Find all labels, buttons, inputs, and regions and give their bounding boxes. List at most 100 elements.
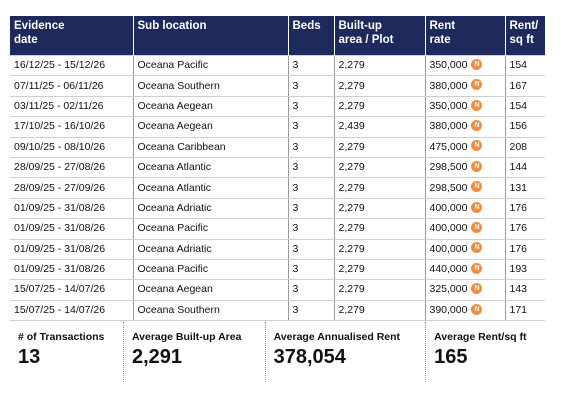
stat-value: 378,054 xyxy=(273,346,346,368)
cell-text: Oceana Caribbean xyxy=(137,140,226,153)
beds-cell: 3 xyxy=(288,54,335,77)
cell-text: 01/09/25 - 31/08/26 xyxy=(14,222,106,235)
rent-sqft-cell: 176 xyxy=(505,218,545,240)
n-badge-icon: N xyxy=(471,262,483,274)
table-header: Evidence date Sub location Beds Built-up area… xyxy=(10,16,545,56)
n-badge-icon: N xyxy=(471,160,483,172)
cell-text: 350,000 xyxy=(429,59,468,72)
cell-text: Oceana Aegean xyxy=(137,120,213,133)
builtup-area-cell: 2,439 xyxy=(334,116,426,138)
cell-text: 3 xyxy=(292,181,299,194)
cell-text: 208 xyxy=(509,140,528,153)
builtup-area-cell: 2,279 xyxy=(334,137,426,158)
rent-sqft-cell: 193 xyxy=(505,259,545,281)
beds-cell: 3 xyxy=(288,300,335,322)
rent-sqft-cell: 154 xyxy=(505,96,545,118)
cell-text: 3 xyxy=(292,140,299,153)
beds-cell: 3 xyxy=(288,218,335,240)
rent-rate-cell: 298,500 N xyxy=(425,177,506,199)
rent-rate-cell: 475,000 N xyxy=(425,137,506,158)
rent-sqft-cell: 176 xyxy=(505,198,545,220)
cell-text: 28/09/25 - 27/08/26 xyxy=(14,161,106,174)
cell-text: 3 xyxy=(292,99,299,112)
column-header-text: rate xyxy=(429,34,451,46)
sub-location-cell: Oceana Southern xyxy=(133,75,289,97)
cell-text: 193 xyxy=(509,263,528,276)
cell-text: 01/09/25 - 31/08/26 xyxy=(14,201,106,214)
table-row: 16/12/25 - 15/12/26 Oceana Pacific 3 2,279 3… xyxy=(10,54,545,77)
cell-text: Oceana Aegean xyxy=(137,283,213,296)
cell-text: Oceana Adriatic xyxy=(137,201,212,214)
column-header: Sub location xyxy=(133,16,289,56)
builtup-area-cell: 2,279 xyxy=(334,300,426,322)
table-row: 01/09/25 - 31/08/26 Oceana Pacific 3 2,279 4… xyxy=(10,259,545,281)
n-badge-icon: N xyxy=(471,79,483,91)
n-badge-icon: N xyxy=(471,283,483,295)
cell-text: 390,000 xyxy=(429,303,468,316)
table-row: 15/07/25 - 14/07/26 Oceana Southern 3 2,279… xyxy=(10,300,545,322)
rent-rate-cell: 380,000 N xyxy=(425,116,506,138)
n-badge-icon: N xyxy=(471,58,483,70)
column-header: Rent/sq ft xyxy=(505,16,545,56)
cell-text: Oceana Aegean xyxy=(137,99,213,112)
sub-location-cell: Oceana Adriatic xyxy=(133,239,289,260)
sub-location-cell: Oceana Atlantic xyxy=(133,177,289,199)
n-badge-icon: N xyxy=(471,242,483,254)
evidence-date-cell: 09/10/25 - 08/10/26 xyxy=(10,137,134,158)
rent-rate-cell: 350,000 N xyxy=(425,96,506,118)
cell-text: 176 xyxy=(509,242,528,255)
beds-cell: 3 xyxy=(288,116,335,138)
stat-transactions: # of Transactions 13 xyxy=(10,322,123,382)
cell-text: 3 xyxy=(292,303,299,316)
cell-text: 143 xyxy=(509,283,528,296)
cell-text: 131 xyxy=(509,181,528,194)
rent-sqft-cell: 154 xyxy=(505,54,545,77)
cell-text: 176 xyxy=(509,201,528,214)
rent-sqft-cell: 208 xyxy=(505,137,545,158)
evidence-date-cell: 16/12/25 - 15/12/26 xyxy=(10,54,134,77)
beds-cell: 3 xyxy=(288,279,335,301)
evidence-date-cell: 15/07/25 - 14/07/26 xyxy=(10,279,134,301)
cell-text: 400,000 xyxy=(429,201,468,214)
sub-location-cell: Oceana Aegean xyxy=(133,96,289,118)
cell-text: Oceana Southern xyxy=(137,303,220,316)
builtup-area-cell: 2,279 xyxy=(334,54,426,77)
rent-rate-cell: 400,000 N xyxy=(425,239,506,260)
cell-text: Oceana Pacific xyxy=(137,59,209,72)
rent-rate-cell: 400,000 N xyxy=(425,218,506,240)
beds-cell: 3 xyxy=(288,177,335,199)
cell-text: 2,279 xyxy=(338,242,365,255)
rent-rate-cell: 298,500 N xyxy=(425,157,506,179)
table-row: 07/11/25 - 06/11/26 Oceana Southern 3 2,279… xyxy=(10,75,545,97)
cell-text: 400,000 xyxy=(429,222,468,235)
n-badge-icon: N xyxy=(471,222,483,234)
rent-rate-cell: 390,000 N xyxy=(425,300,506,322)
rent-rate-cell: 325,000 N xyxy=(425,279,506,301)
cell-text: 3 xyxy=(292,283,299,296)
cell-text: Oceana Pacific xyxy=(137,263,209,276)
column-header-text: Built-up xyxy=(338,20,382,32)
table-row: 09/10/25 - 08/10/26 Oceana Caribbean 3 2,27… xyxy=(10,137,545,158)
cell-text: 16/12/25 - 15/12/26 xyxy=(14,59,106,72)
builtup-area-cell: 2,279 xyxy=(334,218,426,240)
cell-text: 03/11/25 - 02/11/26 xyxy=(14,99,104,112)
n-badge-icon: N xyxy=(471,120,483,132)
cell-text: Oceana Pacific xyxy=(137,222,209,235)
column-header-text: sq ft xyxy=(509,34,534,46)
sub-location-cell: Oceana Pacific xyxy=(133,54,289,77)
stat-avg-rent-sqft: Average Rent/sq ft 165 xyxy=(425,322,545,382)
stat-label: # of Transactions xyxy=(18,331,105,343)
cell-text: 2,279 xyxy=(338,181,365,194)
cell-text: 2,279 xyxy=(338,161,365,174)
evidence-date-cell: 01/09/25 - 31/08/26 xyxy=(10,239,134,260)
table-row: 15/07/25 - 14/07/26 Oceana Aegean 3 2,279 32… xyxy=(10,279,545,301)
builtup-area-cell: 2,279 xyxy=(334,279,426,301)
cell-text: 2,279 xyxy=(338,283,365,296)
beds-cell: 3 xyxy=(288,137,335,158)
n-badge-icon: N xyxy=(471,201,483,213)
summary-bar: # of Transactions 13 Average Built-up Ar… xyxy=(10,322,545,382)
stat-label: Average Built-up Area xyxy=(131,331,242,343)
cell-text: 171 xyxy=(509,303,528,316)
cell-text: 298,500 xyxy=(429,161,468,174)
n-badge-icon: N xyxy=(471,181,483,193)
